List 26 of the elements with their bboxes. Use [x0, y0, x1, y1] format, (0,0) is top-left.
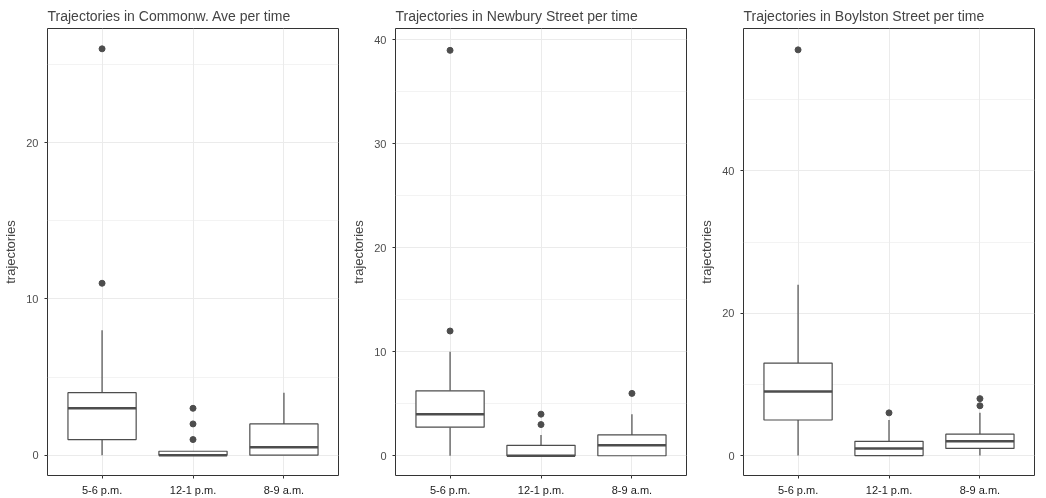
x-tick-label: 8-9 a.m. — [611, 483, 653, 496]
y-tick-label: 0 — [728, 449, 735, 462]
y-axis-title: trajectories — [3, 219, 19, 284]
y-tick-label: 0 — [380, 449, 387, 462]
y-axis-title: trajectories — [699, 219, 715, 284]
y-tick-label: 20 — [722, 307, 735, 320]
x-tick-label: 12-1 p.m. — [865, 483, 913, 496]
y-tick-label: 20 — [26, 136, 39, 149]
x-tick-label: 8-9 a.m. — [959, 483, 1001, 496]
chart-title: Trajectories in Boylston Street per time — [743, 7, 985, 24]
y-axis-title: trajectories — [351, 219, 367, 284]
x-tick-label: 8-9 a.m. — [263, 483, 305, 496]
x-tick-label: 5-6 p.m. — [777, 483, 819, 496]
chart-title: Trajectories in Newbury Street per time — [395, 7, 638, 24]
y-tick-label: 10 — [374, 345, 387, 358]
y-tick-label: 40 — [722, 164, 735, 177]
y-tick-label: 10 — [26, 292, 39, 305]
chart-title: Trajectories in Commonw. Ave per time — [47, 7, 291, 24]
y-tick-label: 20 — [374, 241, 387, 254]
y-tick-label: 40 — [374, 33, 387, 46]
y-tick-label: 30 — [374, 137, 387, 150]
x-tick-label: 5-6 p.m. — [81, 483, 123, 496]
x-tick-label: 12-1 p.m. — [517, 483, 565, 496]
x-tick-label: 12-1 p.m. — [169, 483, 217, 496]
x-tick-label: 5-6 p.m. — [429, 483, 471, 496]
y-tick-label: 0 — [32, 449, 39, 462]
